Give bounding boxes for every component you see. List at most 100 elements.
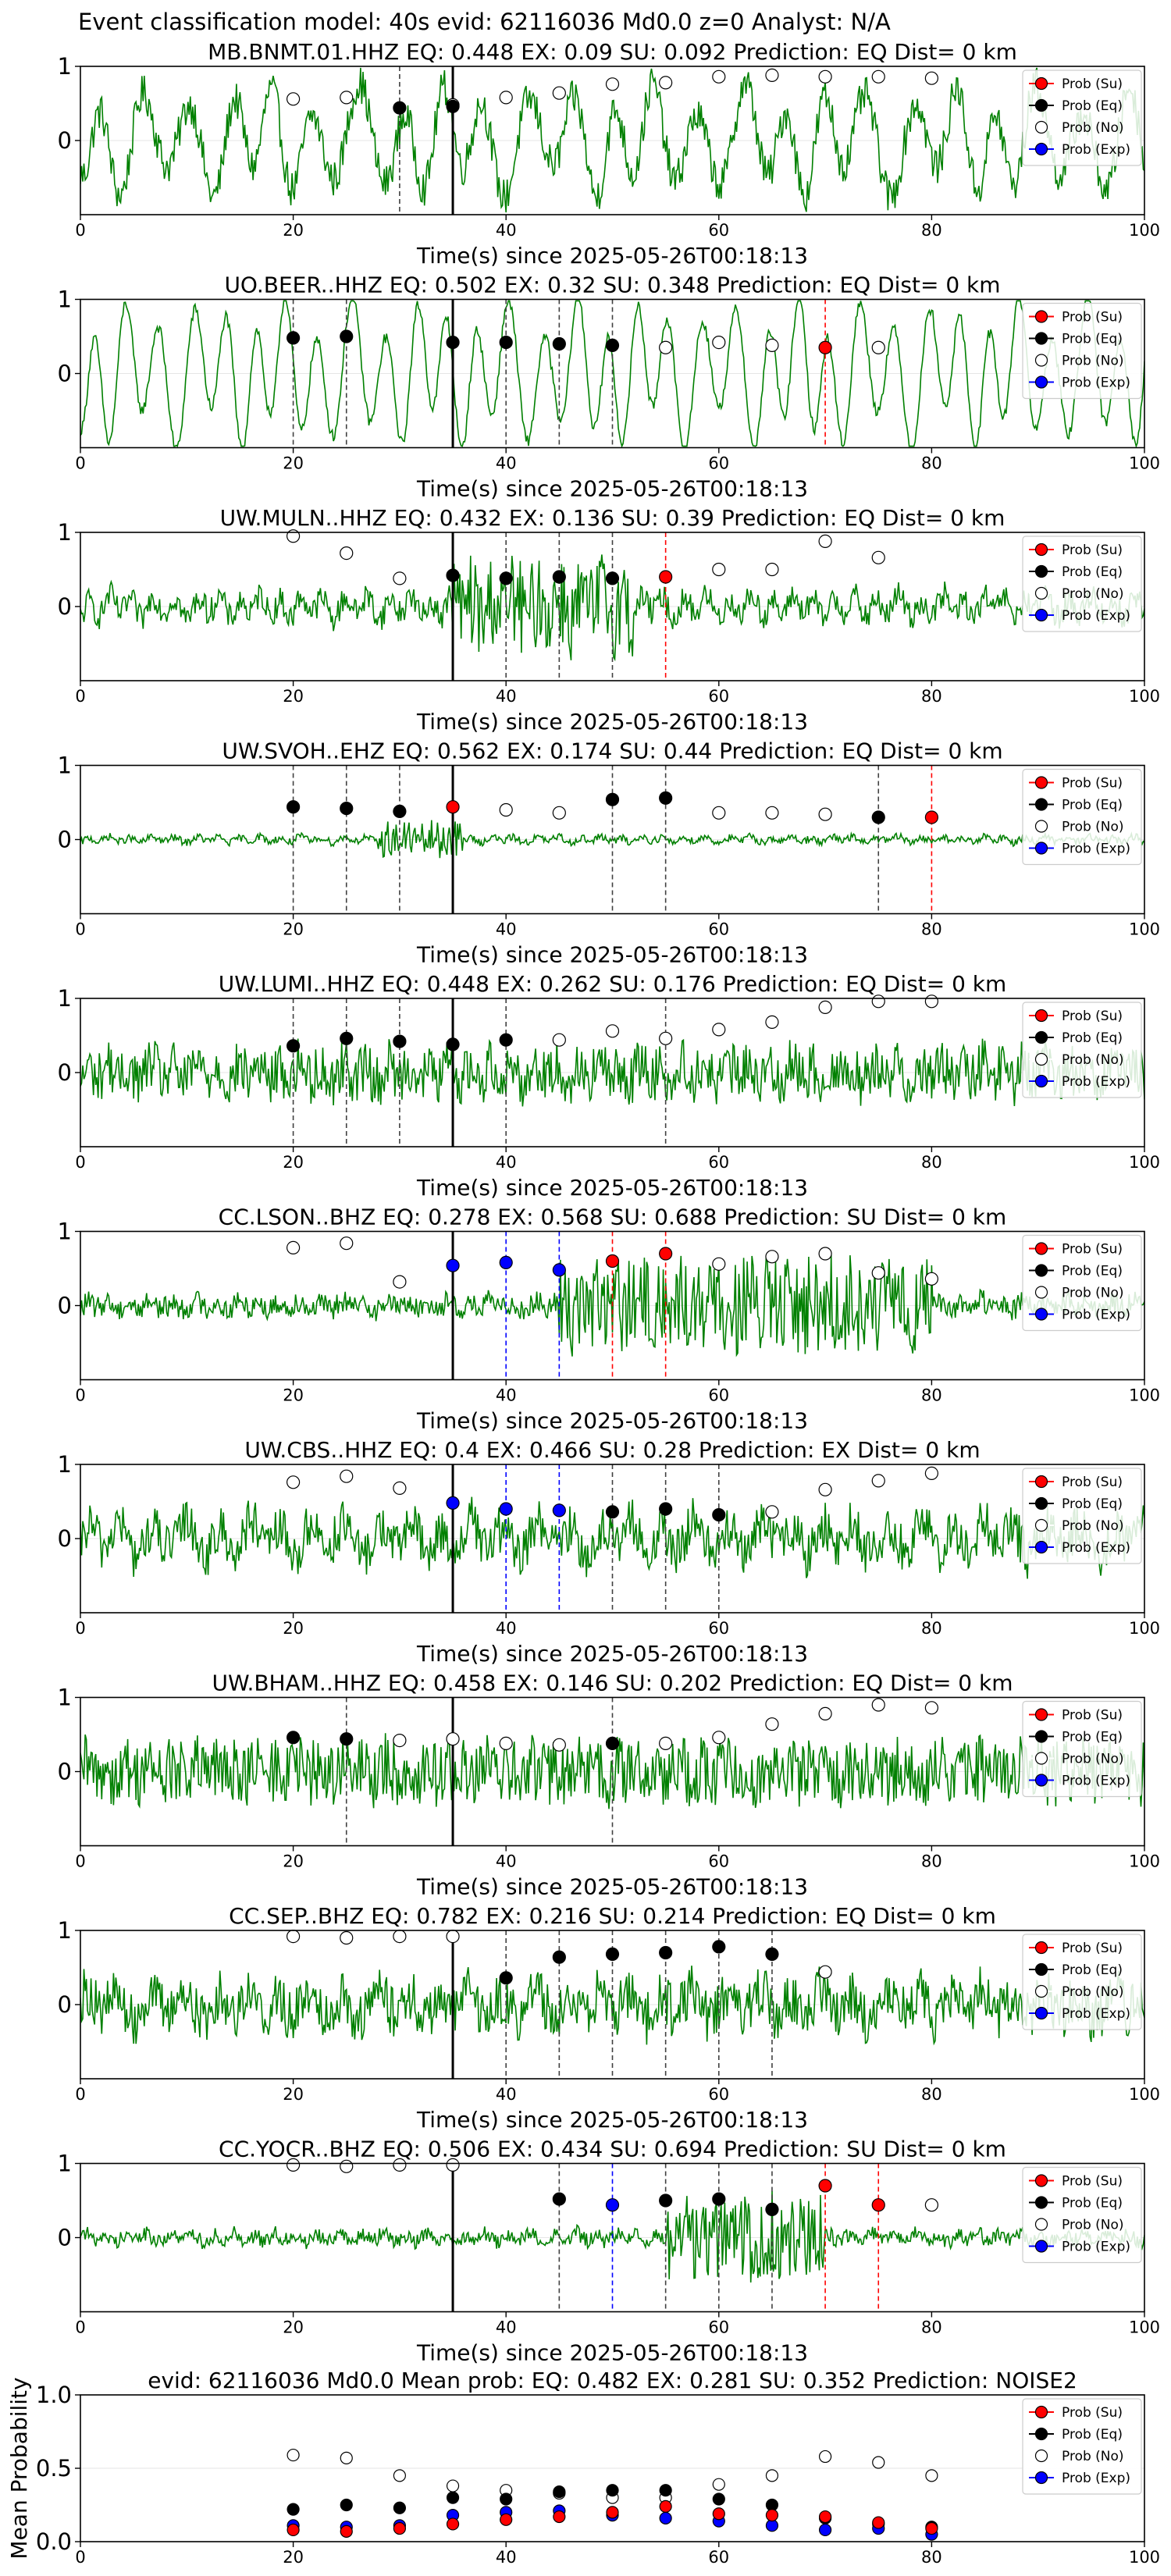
x-tick-label: 40 — [496, 920, 517, 939]
legend-marker-eq — [1034, 1496, 1048, 1510]
prob-point-no — [924, 994, 939, 1009]
y-tick-label: 0 — [58, 127, 72, 154]
x-axis-label: Time(s) since 2025-05-26T00:18:13 — [416, 1408, 808, 1434]
prob-point-no — [818, 1482, 832, 1496]
x-tick-label: 20 — [283, 1153, 304, 1172]
prob-point-eq — [446, 2491, 460, 2504]
legend-marker-no — [1034, 820, 1048, 833]
y-tick-label: 0 — [58, 1525, 72, 1552]
prob-point-no — [712, 1257, 726, 1271]
legend-marker-su — [1034, 310, 1048, 323]
prob-point-no — [446, 1732, 460, 1746]
y-tick-label: 0 — [58, 593, 72, 620]
prob-point-eq — [871, 810, 885, 824]
prob-point-su — [818, 2179, 832, 2193]
prob-point-eq — [659, 791, 673, 805]
prob-point-no — [287, 529, 301, 543]
prob-point-no — [712, 2478, 725, 2491]
x-tick-label: 100 — [1129, 687, 1160, 706]
legend-marker-su — [1034, 76, 1048, 91]
y-tick-label: 0 — [58, 2225, 72, 2251]
legend-box — [1022, 1234, 1142, 1332]
prob-point-eq — [712, 1940, 726, 1954]
x-tick-label: 40 — [496, 2548, 517, 2567]
prob-point-eq — [712, 2192, 726, 2206]
y-tick-label: 1 — [58, 2151, 72, 2177]
prob-point-no — [552, 86, 566, 100]
prob-point-su — [446, 800, 460, 814]
prob-point-eq — [605, 792, 620, 806]
legend-marker-no — [1034, 1518, 1048, 1532]
prob-point-no — [818, 1706, 832, 1720]
prob-point-no — [924, 1701, 939, 1715]
prob-point-su — [659, 570, 673, 584]
x-tick-label: 60 — [708, 1619, 729, 1638]
prob-point-eq — [659, 2194, 673, 2208]
prob-point-no — [871, 1698, 885, 1712]
prob-point-exp — [446, 1496, 460, 1510]
x-tick-label: 40 — [496, 2085, 517, 2104]
prob-point-no — [871, 1266, 885, 1280]
y-tick-label: 0 — [58, 1991, 72, 2018]
prob-point-no — [499, 1736, 513, 1750]
prob-point-su — [871, 2198, 885, 2212]
legend-label: Prob (No) — [1062, 586, 1124, 602]
legend-label: Prob (No) — [1062, 2449, 1124, 2464]
prob-point-no — [552, 1033, 566, 1047]
prob-point-su — [712, 2507, 725, 2521]
x-tick-label: 0 — [75, 2085, 85, 2104]
panel-title: UO.BEER..HHZ EQ: 0.502 EX: 0.32 SU: 0.34… — [224, 272, 1000, 298]
x-tick-label: 80 — [921, 221, 942, 240]
legend-marker-su — [1034, 2174, 1048, 2187]
prob-point-eq — [499, 1971, 513, 1985]
legend-marker-no — [1034, 1984, 1048, 1998]
prob-point-eq — [659, 1945, 673, 1960]
y-tick-label: 0 — [58, 827, 72, 853]
x-tick-label: 100 — [1129, 2318, 1160, 2337]
panel-0: 0 20 40 60 80 100 0 1 MB.BNMT.01.HHZ EQ: 0.448 E… — [58, 39, 1161, 269]
legend-marker-su — [1034, 2405, 1048, 2419]
panel-3: 0 20 40 60 80 100 0 1 UW.SVOH..EHZ EQ: 0.562 EX:… — [58, 738, 1161, 968]
prob-point-no — [393, 2469, 406, 2482]
prob-point-no — [818, 807, 832, 821]
x-tick-label: 20 — [283, 1386, 304, 1405]
legend-label: Prob (No) — [1062, 1752, 1124, 1767]
x-tick-label: 20 — [283, 920, 304, 939]
prob-point-exp — [818, 2523, 832, 2537]
prob-point-eq — [340, 329, 354, 343]
prob-point-no — [340, 2159, 354, 2173]
y-tick-label: 0.0 — [36, 2528, 72, 2555]
x-axis-label: Time(s) since 2025-05-26T00:18:13 — [416, 2340, 808, 2366]
prob-point-exp — [552, 1503, 566, 1517]
legend-label: Prob (Exp) — [1062, 142, 1130, 158]
prob-point-no — [287, 92, 301, 106]
panel-10: 0 20 40 60 80 100 0.0 0.5 1.0 evid: 62116036 Md0.… — [6, 2368, 1160, 2567]
y-tick-label: 1.0 — [36, 2382, 72, 2408]
legend-marker-exp — [1034, 608, 1048, 622]
legend-marker-exp — [1034, 1308, 1048, 1321]
legend-label: Prob (Eq) — [1062, 1264, 1123, 1279]
prob-point-eq — [287, 331, 301, 345]
legend-label: Prob (Exp) — [1062, 1308, 1130, 1323]
y-tick-label: 1 — [58, 1917, 72, 1944]
prob-point-no — [552, 1738, 566, 1752]
prob-point-no — [871, 340, 885, 354]
legend-label: Prob (No) — [1062, 354, 1124, 369]
legend-label: Prob (Su) — [1062, 310, 1123, 326]
prob-point-eq — [287, 800, 301, 814]
legend-label: Prob (Exp) — [1062, 2240, 1130, 2255]
legend-label: Prob (Eq) — [1062, 1496, 1123, 1512]
prob-point-eq — [552, 570, 566, 584]
prob-point-no — [605, 1024, 620, 1038]
prob-point-no — [659, 340, 673, 354]
x-tick-label: 20 — [283, 454, 304, 473]
y-tick-label: 0 — [58, 1059, 72, 1086]
prob-point-eq — [393, 101, 407, 115]
legend-marker-exp — [1034, 2471, 1048, 2485]
legend-box — [1022, 2398, 1142, 2495]
panel-title: CC.SEP..BHZ EQ: 0.782 EX: 0.216 SU: 0.21… — [229, 1903, 996, 1929]
x-axis-label: Time(s) since 2025-05-26T00:18:13 — [416, 476, 808, 502]
x-tick-label: 80 — [921, 1619, 942, 1638]
prob-point-no — [393, 1481, 407, 1496]
